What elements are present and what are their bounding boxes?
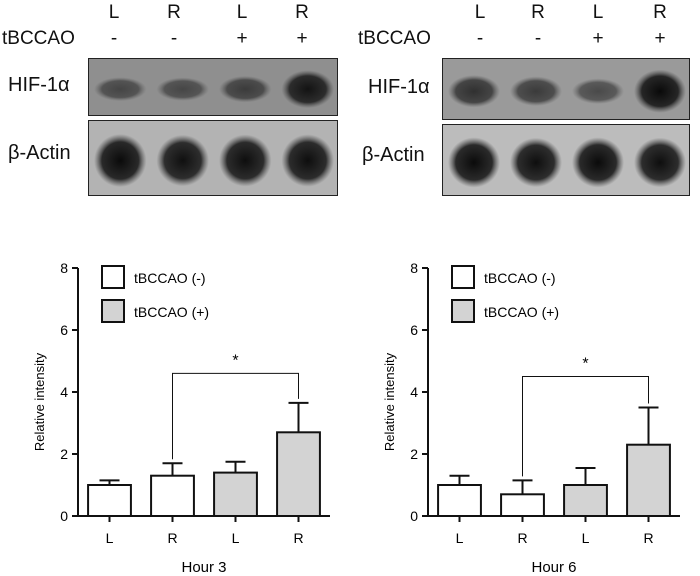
lane-label: L [108, 2, 120, 23]
legend-swatch [101, 265, 125, 289]
y-tick-label: 2 [60, 446, 68, 462]
legend-label: tBCCAO (+) [484, 304, 559, 320]
significance-bracket [172, 372, 299, 460]
bar [150, 474, 195, 517]
x-tick-label: L [582, 530, 590, 546]
lane-label: L [236, 2, 248, 23]
lane-label: L [474, 2, 486, 23]
x-tick-label: L [106, 530, 114, 546]
x-tick-label: R [517, 530, 527, 546]
legend-swatch [451, 299, 475, 323]
protein-label-hif1a: HIF-1α [8, 74, 70, 96]
bar [626, 443, 671, 517]
legend-swatch [451, 265, 475, 289]
x-tick-label: R [293, 530, 303, 546]
y-tick-label: 2 [410, 446, 418, 462]
significance-marker: * [582, 356, 588, 373]
significance-marker: * [232, 352, 238, 369]
blot-band [219, 75, 272, 103]
protein-label-hif1a: HIF-1α [368, 76, 430, 98]
y-tick-label: 0 [410, 508, 418, 524]
legend-label: tBCCAO (+) [134, 304, 209, 320]
treatment-sign: + [592, 28, 604, 49]
x-axis-label: Hour 3 [181, 559, 226, 574]
blot-band [509, 137, 563, 188]
blot-band [509, 76, 563, 107]
treatment-sign: + [654, 28, 666, 49]
blot-band [281, 134, 334, 187]
blot-band [219, 134, 272, 187]
legend-label: tBCCAO (-) [484, 270, 556, 286]
x-tick-label: L [232, 530, 240, 546]
blot-band [156, 134, 209, 187]
y-tick-label: 8 [410, 260, 418, 276]
blot-bands-actin [94, 133, 334, 188]
legend-swatch [101, 299, 125, 323]
x-tick-label: R [643, 530, 653, 546]
x-tick-label: R [167, 530, 177, 546]
treatment-sign: + [296, 28, 308, 49]
blot-band [281, 70, 334, 109]
blot-bands-hif1a [447, 69, 687, 113]
y-axis-label: Relative intensity [32, 352, 47, 451]
protein-label-actin: β-Actin [8, 142, 71, 164]
y-axis-label: Relative intensity [382, 352, 397, 451]
bar [500, 493, 545, 518]
x-axis-label: Hour 6 [531, 559, 576, 574]
blot-strip-actin [88, 120, 338, 196]
legend-label: tBCCAO (-) [134, 270, 206, 286]
y-tick-label: 6 [410, 322, 418, 338]
blot-band [447, 75, 501, 108]
blot-band [571, 137, 625, 188]
lane-label: R [653, 2, 667, 23]
treatment-sign: - [534, 28, 542, 49]
blot-panel-hour6: L R L R tBCCAO - - + + HIF-1α β-Actin [350, 0, 700, 230]
x-tick-label: L [456, 530, 464, 546]
blot-strip-hif1a [442, 58, 690, 120]
treatment-sign: - [476, 28, 484, 49]
blot-band [633, 137, 687, 188]
blot-band [571, 78, 625, 105]
lane-label: R [531, 2, 545, 23]
blot-strip-hif1a [88, 58, 338, 116]
blot-band [447, 137, 501, 188]
bar [213, 471, 258, 518]
lane-label: R [295, 2, 309, 23]
treatment-sign: - [170, 28, 178, 49]
lane-label: L [592, 2, 604, 23]
blot-strip-actin [442, 124, 690, 196]
bar [87, 484, 132, 517]
bar [276, 431, 321, 517]
y-tick-label: 4 [410, 384, 418, 400]
protein-label-actin: β-Actin [362, 144, 425, 166]
treatment-sign: + [236, 28, 248, 49]
bar-chart-hour6: 0 2 4 6 8 Relative intensity L R L R * tBCCAO (-) tB… [382, 260, 680, 574]
blot-bands-hif1a [94, 70, 334, 109]
significance-bracket [522, 376, 649, 477]
y-tick-label: 4 [60, 384, 68, 400]
treatment-label: tBCCAO [2, 28, 75, 49]
blot-band [633, 69, 687, 113]
blot-band [94, 77, 147, 102]
blot-band [156, 77, 209, 101]
blot-band [94, 133, 147, 188]
blot-panel-hour3: L R L R tBCCAO - - + + HIF-1α β-Actin [0, 0, 350, 230]
blot-bands-actin [447, 137, 687, 188]
lane-label: R [167, 2, 181, 23]
y-tick-label: 6 [60, 322, 68, 338]
bar-chart-hour3: 0 2 4 6 8 Relative intensity L R L R * tBCCAO (-) tB… [32, 260, 330, 574]
bar [563, 484, 608, 517]
treatment-label: tBCCAO [358, 28, 431, 49]
treatment-sign: - [110, 28, 118, 49]
bar [437, 484, 482, 517]
y-tick-label: 0 [60, 508, 68, 524]
y-tick-label: 8 [60, 260, 68, 276]
